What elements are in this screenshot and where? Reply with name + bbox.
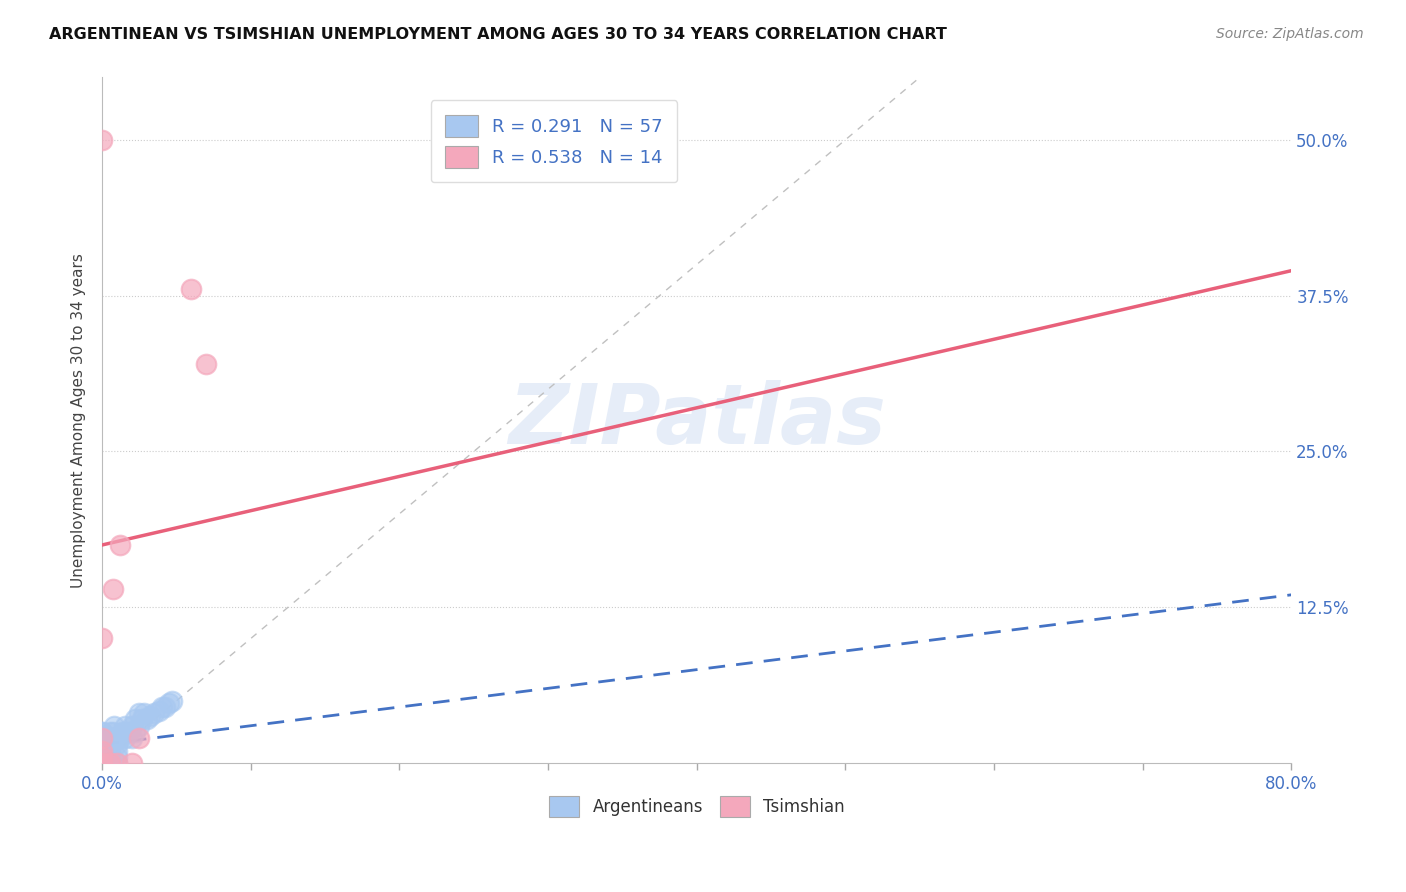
Point [98,725,121,739]
Point [143,706,166,721]
Point [98,756,121,771]
Point [91,731,114,746]
Text: ZIPatlas: ZIPatlas [508,380,886,461]
Point [105,738,128,752]
Point [132,706,155,721]
Point [153,700,176,714]
Point [91,756,114,771]
Point [91,731,114,746]
Point [157,696,180,710]
Point [98,744,121,758]
Point [108,731,131,746]
Point [91,756,114,771]
Text: Source: ZipAtlas.com: Source: ZipAtlas.com [1216,27,1364,41]
Text: ARGENTINEAN VS TSIMSHIAN UNEMPLOYMENT AMONG AGES 30 TO 34 YEARS CORRELATION CHAR: ARGENTINEAN VS TSIMSHIAN UNEMPLOYMENT AM… [49,27,948,42]
Point [148,704,170,718]
Point [91,725,114,739]
Point [101,725,124,739]
Point [150,700,173,714]
Point [91,756,114,771]
Point [91,133,114,147]
Point [91,739,114,754]
Point [124,713,146,727]
Point [114,719,136,733]
Point [121,756,143,771]
Point [108,538,131,552]
Point [91,738,114,752]
Point [91,725,114,739]
Point [91,744,114,758]
Point [101,731,124,746]
Point [118,725,141,739]
Point [91,731,114,746]
Point [91,756,114,771]
Y-axis label: Unemployment Among Ages 30 to 34 years: Unemployment Among Ages 30 to 34 years [72,252,86,588]
Point [180,282,202,296]
Point [91,731,114,746]
Point [91,756,114,771]
Point [131,713,153,727]
Point [91,750,114,764]
Point [195,357,218,371]
Point [91,756,114,771]
Point [101,582,124,596]
Point [128,731,150,746]
Point [91,744,114,758]
Point [105,750,128,764]
Point [105,744,128,758]
Point [103,731,125,746]
Point [98,756,121,771]
Point [128,719,150,733]
Point [160,694,183,708]
Point [135,713,157,727]
Point [98,750,121,764]
Point [91,756,114,771]
Point [91,750,114,764]
Point [103,719,125,733]
Point [114,731,136,746]
Point [91,756,114,771]
Point [114,725,136,739]
Point [98,731,121,746]
Point [105,731,128,746]
Point [91,750,114,764]
Point [91,744,114,758]
Legend: Argentineans, Tsimshian: Argentineans, Tsimshian [543,789,851,823]
Point [91,756,114,771]
Point [91,632,114,646]
Point [124,725,146,739]
Point [139,708,162,723]
Point [121,719,143,733]
Point [110,725,132,739]
Point [105,756,128,771]
Point [98,738,121,752]
Point [128,706,150,721]
Point [121,731,143,746]
Point [105,756,128,771]
Point [91,744,114,758]
